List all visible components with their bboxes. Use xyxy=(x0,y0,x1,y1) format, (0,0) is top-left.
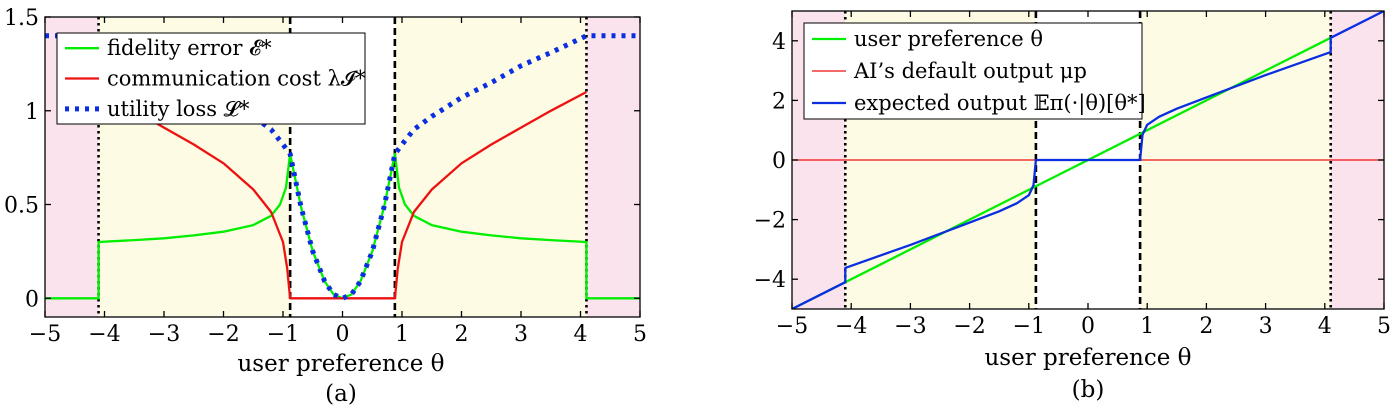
x-tick-label: 2 xyxy=(1199,314,1213,339)
x-tick-label: 4 xyxy=(1318,314,1332,339)
y-tick-label: −4 xyxy=(754,268,786,293)
y-tick-label: 0 xyxy=(772,149,786,174)
x-axis-label: user preference θ xyxy=(984,345,1191,371)
x-tick-label: −4 xyxy=(835,314,867,339)
panel-label: (a) xyxy=(325,381,357,405)
x-tick-label: 3 xyxy=(514,322,528,347)
shaded-region xyxy=(394,17,587,317)
x-tick-label: 2 xyxy=(455,322,469,347)
legend-entry-label: fidelity error 𝓔* xyxy=(107,36,272,60)
y-tick-label: 1 xyxy=(25,100,39,125)
x-tick-label: −1 xyxy=(1013,314,1045,339)
x-tick-label: −1 xyxy=(267,322,299,347)
shaded-region xyxy=(586,17,640,317)
legend: user preference θ AI’s default output μp e… xyxy=(803,22,1146,120)
x-tick-label: 4 xyxy=(574,322,588,347)
x-tick-label: 5 xyxy=(633,322,647,347)
y-tick-label: 0 xyxy=(25,287,39,312)
x-tick-label: 0 xyxy=(1081,314,1095,339)
legend-entry-label: communication cost λ𝓘* xyxy=(107,67,366,91)
series-line xyxy=(98,90,587,300)
legend-entry-label: utility loss 𝓛* xyxy=(107,97,250,121)
legend-box xyxy=(803,22,1143,120)
x-tick-label: 3 xyxy=(1259,314,1273,339)
x-tick-label: −5 xyxy=(29,322,61,347)
y-tick-label: 2 xyxy=(772,89,786,114)
legend-box xyxy=(56,32,366,125)
y-tick-label: 0.5 xyxy=(4,194,39,219)
x-tick-label: −2 xyxy=(953,314,985,339)
x-tick-label: 0 xyxy=(336,322,350,347)
x-tick-label: −2 xyxy=(207,322,239,347)
legend-entry-label: user preference θ xyxy=(854,27,1043,51)
x-tick-label: −4 xyxy=(88,322,120,347)
legend-entry-label: expected output 𝔼π(·|θ)[θ*] xyxy=(854,91,1146,116)
x-tick-label: 1 xyxy=(395,322,409,347)
x-axis-label: user preference θ xyxy=(237,351,444,377)
x-tick-label: −3 xyxy=(894,314,926,339)
chart-panel-b: user preference θ (b) −5 −4 −3 −2 −1 0 1 2 3 4 5 −4… xyxy=(754,10,1391,403)
panel-label: (b) xyxy=(1072,377,1105,403)
legend: fidelity error 𝓔* communication cost λ𝓘* u… xyxy=(56,32,366,125)
x-tick-label: 1 xyxy=(1140,314,1154,339)
y-tick-label: −2 xyxy=(754,209,786,234)
x-tick-label: 5 xyxy=(1377,314,1391,339)
legend-entry-label: AI’s default output μp xyxy=(853,59,1087,83)
x-tick-label: −5 xyxy=(776,314,808,339)
series-line xyxy=(792,36,1332,309)
y-tick-label: 1.5 xyxy=(4,6,39,31)
series-line xyxy=(792,11,1384,309)
chart-panel-a: user preference θ (a) −5 −4 −3 −2 −1 0 1 2 3 4 5 0 0… xyxy=(4,6,647,405)
x-tick-label: −3 xyxy=(148,322,180,347)
y-tick-label: 4 xyxy=(772,30,786,55)
